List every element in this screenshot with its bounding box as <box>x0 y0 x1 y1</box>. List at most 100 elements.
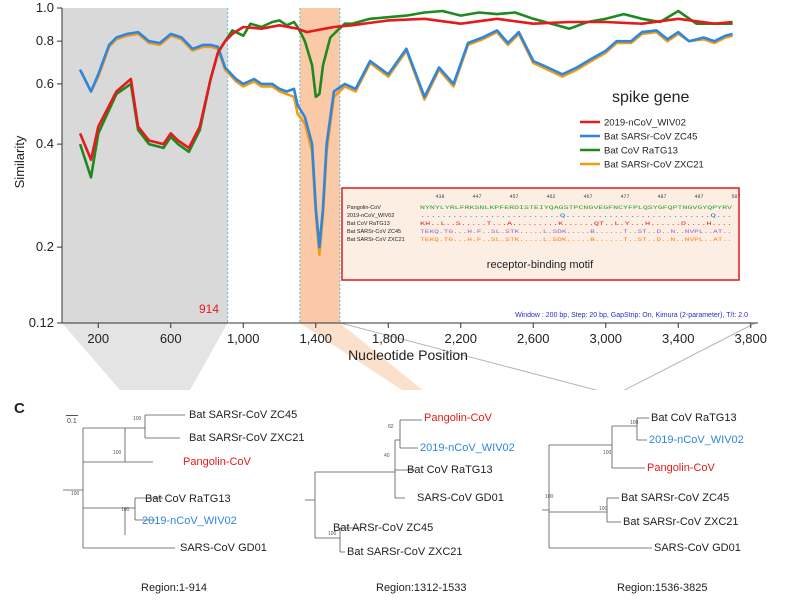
tree1-leaf-4: Bat CoV RaTG13 <box>145 493 231 505</box>
series-line-1 <box>78 17 733 162</box>
scale-bar-label: 0.1 <box>67 418 77 425</box>
chart-title: spike gene <box>612 89 689 106</box>
y-tick-label: 0.2 <box>36 239 54 254</box>
tree1-leaf-5: 2019-nCoV_WIV02 <box>142 515 237 527</box>
tree-region-1: Bat SARSr-CoV ZC45 Bat SARSr-CoV ZXC21 P… <box>55 390 315 605</box>
rbm-alignment-inset: 438 447 457 462 467 477 487 497 507 Pangolin-CoV… <box>341 187 741 281</box>
legend-label-1: 2019-nCoV_WIV02 <box>604 118 686 129</box>
inset-row-seq: NYNYLYRLFRKSNLKPFERDISTEIYQAGSTPCNGVEGFN… <box>420 204 733 211</box>
panel-label: C <box>14 400 25 417</box>
tree1-leaf-6: SARS-CoV GD01 <box>180 542 267 554</box>
similarity-chart: 200 600 1,000 1,400 1,800 2,200 2,600 3,000 3,40… <box>12 0 767 390</box>
y-tick-label: 0.4 <box>36 136 54 151</box>
x-axis-label: Nucleotide Position <box>348 347 468 363</box>
series-layer <box>78 9 733 256</box>
tree3-leaf-2: 2019-nCoV_WIV02 <box>649 434 744 446</box>
x-tick-label: 1,800 <box>372 331 405 346</box>
scale-bar <box>66 415 78 416</box>
inset-row-seq: KH..L..S.....T...A.........K......QT..L.… <box>420 220 732 227</box>
axes: 200 600 1,000 1,400 1,800 2,200 2,600 3,000 3,40… <box>29 0 767 346</box>
region3-projection <box>340 322 756 390</box>
y-tick-label: 1.0 <box>36 0 54 15</box>
tree2-bootstrap-2: 40 <box>384 453 390 459</box>
tree2-bootstrap-3: 100 <box>328 531 337 537</box>
settings-note: Window : 200 bp, Step: 20 bp, GapStrip: … <box>515 312 748 319</box>
tree3-bootstrap-4: 100 <box>545 494 554 500</box>
tree1-region-label: Region:1-914 <box>141 582 208 594</box>
inset-position: 447 <box>472 194 481 200</box>
tree3-leaf-4: Bat SARSr-CoV ZC45 <box>621 492 730 504</box>
tree2-bootstrap-1: 82 <box>388 424 394 430</box>
inset-position: 457 <box>509 194 518 200</box>
x-tick-label: 3,400 <box>662 331 695 346</box>
tree-region-3: Bat CoV RaTG13 2019-nCoV_WIV02 Pangolin-… <box>537 390 797 605</box>
x-tick-label: 1,000 <box>227 331 260 346</box>
tree3-leaf-3: Pangolin-CoV <box>647 462 715 474</box>
inset-position: 507 <box>731 194 740 200</box>
x-tick-label: 2,200 <box>444 331 477 346</box>
inset-rows: Pangolin-CoV NYNYLYRLFRKSNLKPFERDISTEIYQA… <box>347 204 733 243</box>
tree2-leaf-5: Bat ARSr-CoV ZC45 <box>333 522 434 534</box>
tree3-leaf-1: Bat CoV RaTG13 <box>651 412 737 424</box>
inset-position: 487 <box>657 194 666 200</box>
inset-position: 477 <box>620 194 629 200</box>
inset-row-name: Bat SARSr-CoV ZXC21 <box>347 237 405 243</box>
tree3-bootstrap-1: 100 <box>630 420 639 426</box>
inset-positions: 438 447 457 462 467 477 487 497 507 <box>435 194 740 200</box>
inset-row-name: 2019-nCoV_WIV02 <box>347 213 394 219</box>
tree3-bootstrap-3: 100 <box>599 506 608 512</box>
x-tick-label: 3,800 <box>734 331 767 346</box>
legend-label-2: Bat SARSr-CoV ZC45 <box>604 132 697 143</box>
series-line-3 <box>78 9 733 179</box>
tree1-bootstrap-3: 100 <box>121 507 130 513</box>
x-tick-label: 1,400 <box>299 331 332 346</box>
tree-branches <box>305 419 422 553</box>
inset-position: 467 <box>583 194 592 200</box>
legend-label-4: Bat SARSr-CoV ZXC21 <box>604 160 704 171</box>
tree3-leaf-6: SARS-CoV GD01 <box>654 542 741 554</box>
x-tick-label: 600 <box>160 331 182 346</box>
tree-branches <box>542 417 652 549</box>
inset-row-seq: ..........................Q.............… <box>420 212 732 219</box>
inset-frame <box>341 187 740 281</box>
legend: 2019-nCoV_WIV02 Bat SARSr-CoV ZC45 Bat CoV… <box>580 118 704 171</box>
region2-projection <box>299 323 423 390</box>
tree3-bootstrap-2: 100 <box>603 450 612 456</box>
tree3-region-label: Region:1536-3825 <box>617 582 708 594</box>
tree2-leaf-2: 2019-nCoV_WIV02 <box>420 442 515 454</box>
tree2-leaf-3: Bat CoV RaTG13 <box>407 464 493 476</box>
tree3-leaf-5: Bat SARSr-CoV ZXC21 <box>623 516 739 528</box>
x-tick-label: 200 <box>87 331 109 346</box>
inset-position: 438 <box>435 194 444 200</box>
x-tick-label: 3,000 <box>589 331 622 346</box>
inset-row-seq: TEKQ.TG...H.F..SL.STK.....L.SDK.....B...… <box>420 236 732 243</box>
inset-position: 497 <box>694 194 703 200</box>
tree2-leaf-6: Bat SARSr-CoV ZXC21 <box>347 546 463 558</box>
y-tick-label: 0.12 <box>29 315 54 330</box>
tree2-leaf-1: Pangolin-CoV <box>424 412 492 424</box>
inset-row-name: Bat CoV RaTG13 <box>347 221 390 227</box>
tree1-bootstrap-2: 100 <box>113 450 122 456</box>
tree2-region-label: Region:1312-1533 <box>376 582 467 594</box>
region1-end-annotation: 914 <box>199 302 219 316</box>
tree1-bootstrap-4: 100 <box>71 491 80 497</box>
y-axis-label: Similarity <box>12 135 27 188</box>
region1-projection <box>62 323 228 390</box>
inset-row-name: Pangolin-CoV <box>347 205 381 211</box>
legend-label-3: Bat CoV RaTG13 <box>604 146 678 157</box>
inset-row-seq: TEKQ.TG...H.F..SL.STK.....L.SDK.....B...… <box>420 228 732 235</box>
y-tick-label: 0.6 <box>36 76 54 91</box>
region2-shade <box>299 8 340 323</box>
inset-row-name: Bat SARSr-CoV ZC45 <box>347 229 401 235</box>
inset-caption: receptor-binding motif <box>487 259 594 271</box>
region1-shade <box>62 8 228 323</box>
tree1-leaf-1: Bat SARSr-CoV ZC45 <box>189 409 298 421</box>
tree-branches <box>63 414 185 549</box>
x-tick-label: 2,600 <box>517 331 550 346</box>
y-tick-label: 0.8 <box>36 33 54 48</box>
tree1-bootstrap-1: 100 <box>133 416 142 422</box>
inset-position: 462 <box>546 194 555 200</box>
tree1-leaf-3: Pangolin-CoV <box>183 456 251 468</box>
tree1-leaf-2: Bat SARSr-CoV ZXC21 <box>189 432 305 444</box>
series-line-2 <box>78 29 733 249</box>
